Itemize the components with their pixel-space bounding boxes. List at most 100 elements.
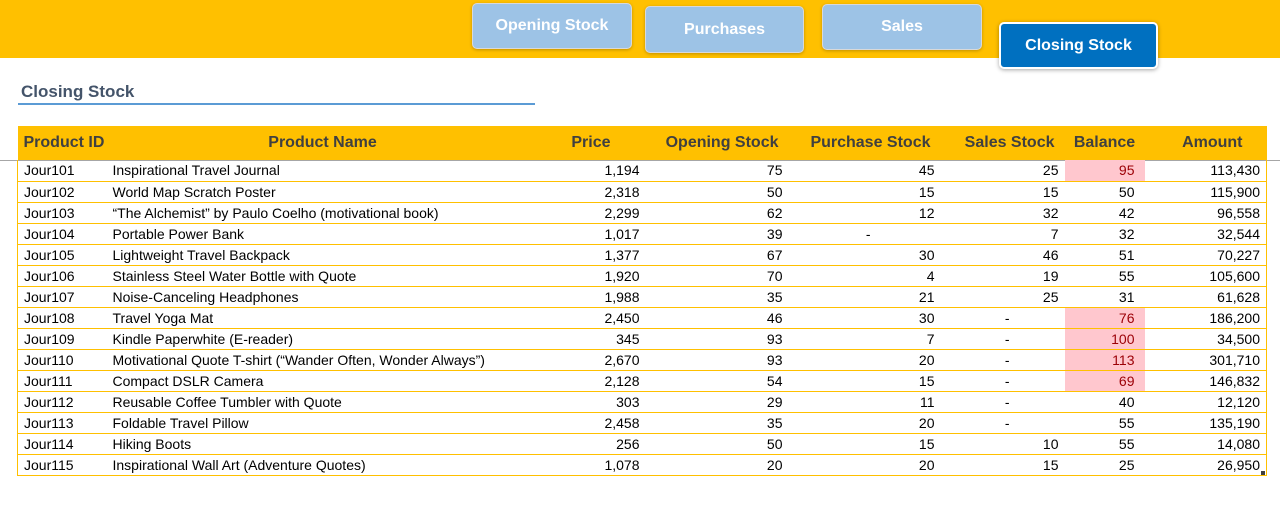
cell-product-name[interactable]: Lightweight Travel Backpack — [106, 244, 539, 266]
cell-opening-stock[interactable]: 29 — [645, 391, 789, 413]
cell-amount[interactable]: 135,190 — [1144, 412, 1267, 434]
cell-balance[interactable]: 32 — [1064, 223, 1145, 245]
cell-price[interactable]: 1,377 — [538, 244, 646, 266]
cell-purchase-stock[interactable]: 20 — [788, 412, 941, 434]
cell-balance[interactable]: 95 — [1064, 160, 1145, 182]
cell-purchase-stock[interactable]: 21 — [788, 286, 941, 308]
cell-sales-stock[interactable]: - — [940, 307, 1065, 329]
header-product-name[interactable]: Product Name — [268, 134, 377, 151]
cell-sales-stock[interactable]: 15 — [940, 181, 1065, 203]
cell-product-name[interactable]: Stainless Steel Water Bottle with Quote — [106, 265, 539, 287]
cell-balance[interactable]: 55 — [1064, 412, 1145, 434]
cell-sales-stock[interactable]: 7 — [940, 223, 1065, 245]
cell-sales-stock[interactable]: - — [940, 370, 1065, 392]
cell-sales-stock[interactable]: 32 — [940, 202, 1065, 224]
cell-opening-stock[interactable]: 93 — [645, 328, 789, 350]
cell-balance[interactable]: 55 — [1064, 433, 1145, 455]
cell-product-id[interactable]: Jour109 — [17, 328, 107, 350]
cell-amount[interactable]: 34,500 — [1144, 328, 1267, 350]
cell-purchase-stock[interactable]: 7 — [788, 328, 941, 350]
cell-amount[interactable]: 12,120 — [1144, 391, 1267, 413]
cell-price[interactable]: 2,450 — [538, 307, 646, 329]
cell-price[interactable]: 1,017 — [538, 223, 646, 245]
cell-purchase-stock[interactable]: 30 — [788, 244, 941, 266]
nav-closing-stock-button[interactable]: Closing Stock — [999, 22, 1158, 69]
cell-sales-stock[interactable]: - — [940, 391, 1065, 413]
cell-amount[interactable]: 146,832 — [1144, 370, 1267, 392]
cell-product-id[interactable]: Jour102 — [17, 181, 107, 203]
cell-balance[interactable]: 25 — [1064, 454, 1145, 476]
header-product-id[interactable]: Product ID — [23, 134, 105, 151]
cell-sales-stock[interactable]: 46 — [940, 244, 1065, 266]
cell-product-name[interactable]: World Map Scratch Poster — [106, 181, 539, 203]
cell-product-name[interactable]: Travel Yoga Mat — [106, 307, 539, 329]
cell-purchase-stock[interactable]: 12 — [788, 202, 941, 224]
cell-product-name[interactable]: Noise-Canceling Headphones — [106, 286, 539, 308]
cell-balance[interactable]: 42 — [1064, 202, 1145, 224]
cell-product-id[interactable]: Jour110 — [17, 349, 107, 371]
nav-sales-button[interactable]: Sales — [822, 4, 982, 50]
cell-product-id[interactable]: Jour114 — [17, 433, 107, 455]
header-sales-stock[interactable]: Sales Stock — [964, 134, 1055, 151]
cell-balance[interactable]: 31 — [1064, 286, 1145, 308]
cell-price[interactable]: 1,078 — [538, 454, 646, 476]
cell-amount[interactable]: 115,900 — [1144, 181, 1267, 203]
cell-opening-stock[interactable]: 62 — [645, 202, 789, 224]
cell-balance[interactable]: 100 — [1064, 328, 1145, 350]
cell-price[interactable]: 303 — [538, 391, 646, 413]
cell-product-id[interactable]: Jour103 — [17, 202, 107, 224]
cell-product-id[interactable]: Jour107 — [17, 286, 107, 308]
cell-product-name[interactable]: Foldable Travel Pillow — [106, 412, 539, 434]
header-price[interactable]: Price — [571, 134, 611, 151]
cell-balance[interactable]: 40 — [1064, 391, 1145, 413]
cell-purchase-stock[interactable]: 20 — [788, 349, 941, 371]
nav-opening-stock-button[interactable]: Opening Stock — [472, 3, 632, 49]
cell-product-name[interactable]: Reusable Coffee Tumbler with Quote — [106, 391, 539, 413]
cell-purchase-stock[interactable]: 15 — [788, 370, 941, 392]
cell-product-id[interactable]: Jour112 — [17, 391, 107, 413]
cell-price[interactable]: 2,318 — [538, 181, 646, 203]
cell-sales-stock[interactable]: - — [940, 349, 1065, 371]
cell-product-id[interactable]: Jour113 — [17, 412, 107, 434]
header-opening-stock[interactable]: Opening Stock — [665, 134, 779, 151]
cell-opening-stock[interactable]: 93 — [645, 349, 789, 371]
cell-sales-stock[interactable]: 19 — [940, 265, 1065, 287]
cell-purchase-stock[interactable]: 11 — [788, 391, 941, 413]
cell-product-id[interactable]: Jour111 — [17, 370, 107, 392]
cell-product-name[interactable]: Compact DSLR Camera — [106, 370, 539, 392]
cell-opening-stock[interactable]: 75 — [645, 160, 789, 182]
cell-amount[interactable]: 105,600 — [1144, 265, 1267, 287]
cell-purchase-stock[interactable]: - — [788, 223, 941, 245]
cell-balance[interactable]: 50 — [1064, 181, 1145, 203]
cell-sales-stock[interactable]: 15 — [940, 454, 1065, 476]
cell-price[interactable]: 2,458 — [538, 412, 646, 434]
cell-product-name[interactable]: Inspirational Wall Art (Adventure Quotes… — [106, 454, 539, 476]
cell-opening-stock[interactable]: 20 — [645, 454, 789, 476]
header-balance[interactable]: Balance — [1073, 134, 1136, 151]
cell-product-name[interactable]: Inspirational Travel Journal — [106, 160, 539, 182]
cell-product-name[interactable]: Motivational Quote T-shirt (“Wander Ofte… — [106, 349, 539, 371]
cell-price[interactable]: 1,920 — [538, 265, 646, 287]
cell-amount[interactable]: 301,710 — [1144, 349, 1267, 371]
cell-product-id[interactable]: Jour106 — [17, 265, 107, 287]
cell-purchase-stock[interactable]: 30 — [788, 307, 941, 329]
cell-amount[interactable]: 113,430 — [1144, 160, 1267, 182]
header-amount[interactable]: Amount — [1182, 134, 1243, 151]
cell-balance[interactable]: 55 — [1064, 265, 1145, 287]
cell-sales-stock[interactable]: 10 — [940, 433, 1065, 455]
cell-amount[interactable]: 70,227 — [1144, 244, 1267, 266]
cell-balance[interactable]: 113 — [1064, 349, 1145, 371]
cell-product-name[interactable]: Kindle Paperwhite (E-reader) — [106, 328, 539, 350]
table-resize-handle[interactable] — [1261, 471, 1265, 475]
cell-amount[interactable]: 186,200 — [1144, 307, 1267, 329]
cell-opening-stock[interactable]: 54 — [645, 370, 789, 392]
cell-product-id[interactable]: Jour108 — [17, 307, 107, 329]
cell-price[interactable]: 1,194 — [538, 160, 646, 182]
cell-product-name[interactable]: Hiking Boots — [106, 433, 539, 455]
cell-product-id[interactable]: Jour104 — [17, 223, 107, 245]
cell-balance[interactable]: 51 — [1064, 244, 1145, 266]
header-purchase-stock[interactable]: Purchase Stock — [810, 134, 931, 151]
cell-opening-stock[interactable]: 35 — [645, 412, 789, 434]
cell-price[interactable]: 2,299 — [538, 202, 646, 224]
cell-amount[interactable]: 14,080 — [1144, 433, 1267, 455]
